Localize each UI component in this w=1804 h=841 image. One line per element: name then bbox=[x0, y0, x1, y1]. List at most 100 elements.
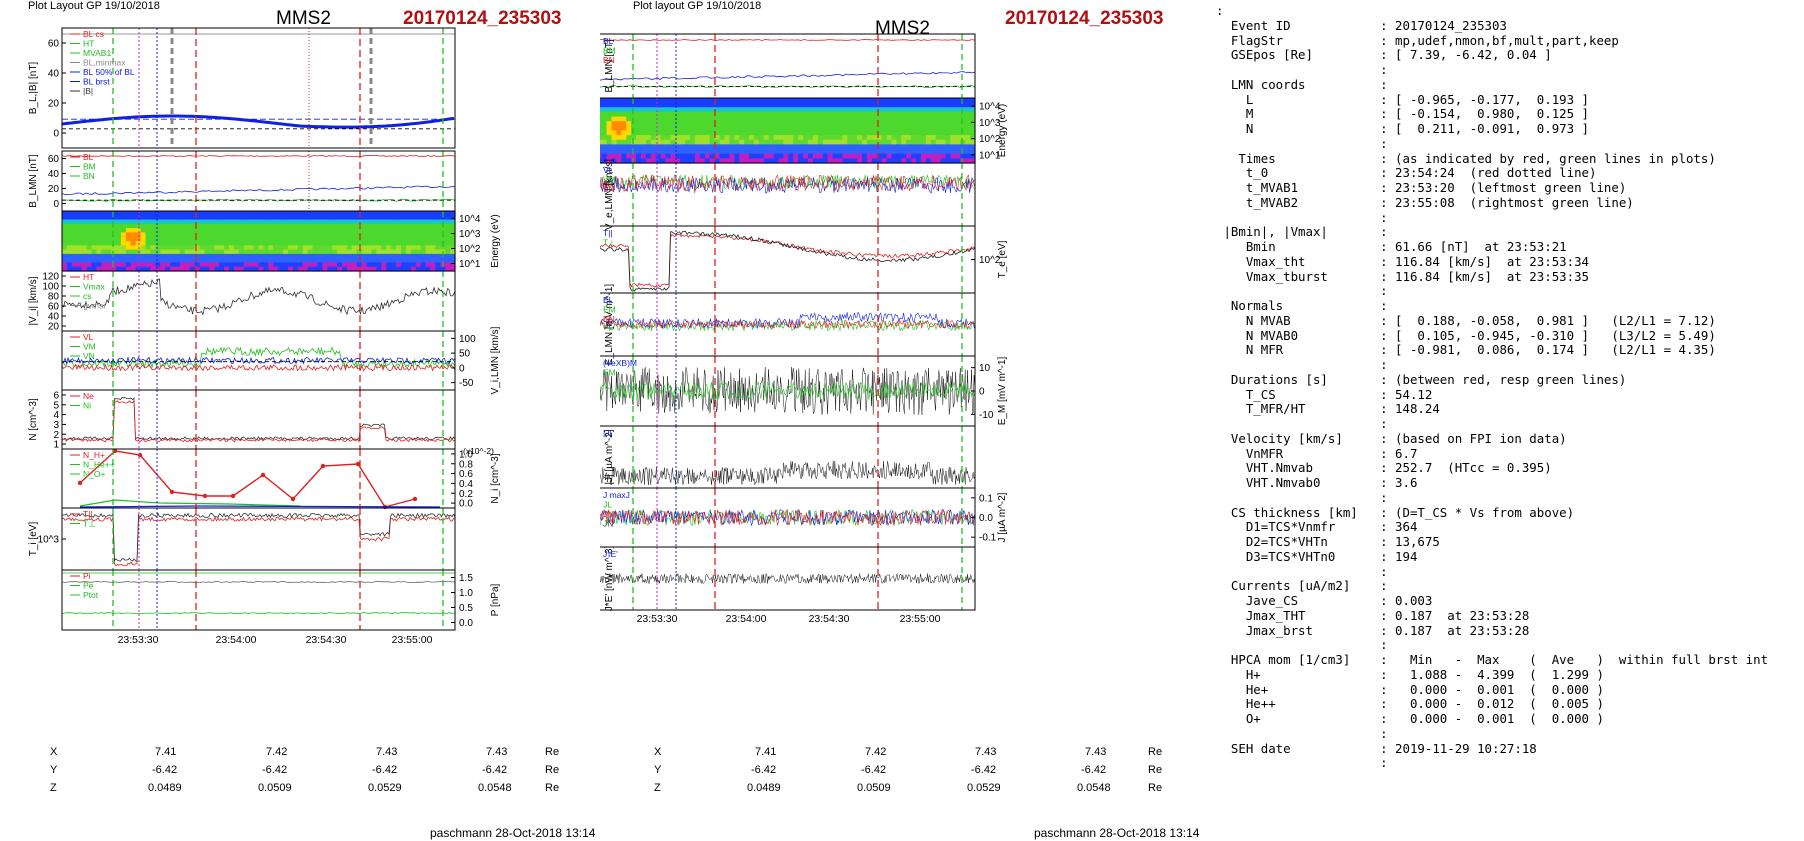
spectrogram-cell bbox=[921, 111, 927, 118]
spectrogram-cell bbox=[803, 121, 809, 127]
spectrogram-cell bbox=[719, 139, 725, 145]
spectrogram-cell bbox=[342, 266, 348, 272]
spectrogram-cell bbox=[302, 253, 309, 259]
spectrogram-cell bbox=[401, 245, 407, 251]
spectrogram-cell bbox=[930, 130, 937, 136]
spectrogram-cell bbox=[660, 98, 667, 104]
y-tick-label: 40 bbox=[48, 312, 60, 323]
spectrogram-cell bbox=[744, 149, 750, 155]
spectrogram-cell bbox=[86, 219, 93, 225]
spectrogram-cell bbox=[86, 258, 93, 263]
spectrogram-cell bbox=[435, 245, 441, 251]
spectrogram-cell bbox=[116, 236, 122, 242]
spectrogram-cell bbox=[194, 211, 201, 216]
spectrogram-cell bbox=[704, 116, 711, 122]
spectrogram-cell bbox=[640, 111, 647, 118]
spectrogram-cell bbox=[86, 241, 93, 246]
spectrogram-cell bbox=[970, 111, 976, 118]
spectrogram-cell bbox=[675, 135, 681, 141]
spectrogram-cell bbox=[847, 130, 853, 136]
spectrogram-cell bbox=[120, 245, 127, 251]
left-vm-line bbox=[61, 346, 456, 369]
spectrogram-cell bbox=[788, 121, 794, 127]
spectrogram-cell bbox=[229, 249, 235, 255]
spectrogram-cell bbox=[847, 102, 853, 108]
spectrogram-cell bbox=[916, 149, 922, 155]
spectrogram-cell bbox=[709, 130, 716, 136]
spectrogram-cell bbox=[248, 266, 255, 272]
spectrogram-cell bbox=[140, 232, 147, 238]
spectrogram-cell bbox=[600, 135, 603, 141]
spectrogram-cell bbox=[445, 241, 451, 246]
spectrogram-cell bbox=[916, 121, 922, 127]
spectrogram-cell bbox=[381, 253, 387, 259]
spectrogram-cell bbox=[837, 111, 843, 118]
spectrogram-cell bbox=[783, 102, 789, 108]
spectrogram-cell bbox=[376, 245, 382, 251]
spectrogram-cell bbox=[179, 236, 186, 242]
spectrogram-cell bbox=[749, 130, 755, 136]
left-legend-entry: BL brst bbox=[83, 77, 110, 87]
spectrogram-cell bbox=[832, 149, 838, 155]
spectrogram-cell bbox=[832, 135, 838, 141]
spectrogram-cell bbox=[891, 139, 897, 145]
data-point bbox=[169, 489, 175, 495]
spectrogram-cell bbox=[322, 223, 328, 229]
spectrogram-cell bbox=[768, 158, 775, 164]
spectrogram-cell bbox=[906, 139, 912, 145]
spectrogram-cell bbox=[346, 228, 353, 233]
spectrogram-cell bbox=[165, 258, 171, 263]
spectrogram-cell bbox=[292, 262, 299, 268]
spectrogram-cell bbox=[753, 98, 760, 104]
spectrogram-cell bbox=[729, 116, 735, 122]
y-tick-label: 50 bbox=[459, 349, 471, 360]
spectrogram-cell bbox=[930, 111, 937, 118]
spectrogram-cell bbox=[135, 249, 142, 255]
spectrogram-cell bbox=[410, 223, 417, 229]
spectrogram-cell bbox=[224, 228, 230, 233]
spectrogram-cell bbox=[317, 241, 323, 246]
spectrogram-cell bbox=[371, 232, 377, 238]
spectrogram-cell bbox=[371, 215, 377, 221]
spectrogram-cell bbox=[194, 228, 201, 233]
mid-legend-entry: BN bbox=[603, 55, 615, 65]
spectrogram-cell bbox=[71, 211, 78, 216]
spectrogram-cell bbox=[665, 135, 671, 141]
spectrogram-cell bbox=[753, 149, 760, 155]
spectrogram-cell bbox=[837, 125, 843, 132]
spectrogram-cell bbox=[332, 219, 338, 225]
spectrogram-cell bbox=[600, 153, 603, 159]
spectrogram-cell bbox=[111, 211, 117, 216]
spectrogram-cell bbox=[224, 223, 230, 229]
spectrogram-cell bbox=[248, 223, 255, 229]
spectrogram-cell bbox=[690, 130, 696, 136]
spectrogram-cell bbox=[288, 228, 294, 233]
spectrogram-cell bbox=[744, 125, 750, 132]
spectrogram-cell bbox=[371, 249, 377, 255]
spectrogram-cell bbox=[960, 98, 966, 104]
spectrogram-cell bbox=[194, 223, 201, 229]
spectrogram-cell bbox=[611, 158, 617, 164]
spectrogram-cell bbox=[773, 111, 780, 118]
spectrogram-cell bbox=[351, 211, 358, 216]
spectrogram-cell bbox=[768, 149, 775, 155]
spectrogram-cell bbox=[214, 223, 220, 229]
spectrogram-cell bbox=[753, 116, 760, 122]
spectrogram-cell bbox=[606, 125, 613, 132]
spectrogram-cell bbox=[150, 223, 156, 229]
spectrogram-cell bbox=[852, 158, 858, 164]
spectrogram-cell bbox=[96, 219, 102, 225]
spectrogram-cell bbox=[680, 135, 686, 141]
middle-y-unit: Re bbox=[1148, 764, 1163, 776]
spectrogram-cell bbox=[842, 107, 848, 113]
spectrogram-cell bbox=[91, 245, 97, 251]
spectrogram-cell bbox=[626, 135, 632, 141]
spectrogram-cell bbox=[763, 98, 770, 104]
spectrogram-cell bbox=[204, 262, 210, 268]
mid-x-tick-label: 23:54:00 bbox=[726, 613, 767, 625]
spectrogram-cell bbox=[768, 135, 775, 141]
spectrogram-cell bbox=[253, 253, 260, 259]
spectrogram-cell bbox=[268, 249, 274, 255]
spectrogram-cell bbox=[640, 149, 647, 155]
spectrogram-cell bbox=[729, 135, 735, 141]
